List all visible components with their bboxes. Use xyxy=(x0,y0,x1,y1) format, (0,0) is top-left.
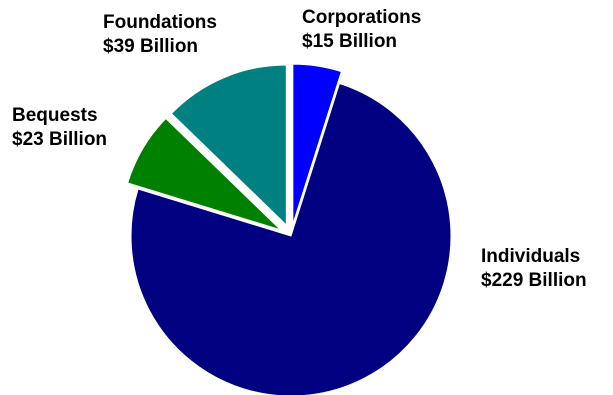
pie-slices xyxy=(127,63,452,395)
slice-value-foundations: $39 Billion xyxy=(103,36,199,57)
data-label-individuals: Individuals $229 Billion xyxy=(481,245,587,293)
slice-name-foundations: Foundations xyxy=(103,12,217,33)
pie-slice-individuals xyxy=(130,83,452,395)
slice-name-bequests: Bequests xyxy=(12,105,98,126)
pie-slice-corporations xyxy=(292,63,342,225)
pie-slice-bequests xyxy=(127,118,282,231)
data-label-corporations: Corporations $15 Billion xyxy=(302,6,421,54)
slice-value-bequests: $23 Billion xyxy=(12,129,108,150)
slice-value-corporations: $15 Billion xyxy=(302,31,398,52)
data-label-foundations: Foundations $39 Billion xyxy=(103,11,217,59)
pie-slice-foundations xyxy=(170,64,287,226)
slice-name-corporations: Corporations xyxy=(302,7,422,28)
slice-value-individuals: $229 Billion xyxy=(481,270,587,291)
slice-name-individuals: Individuals xyxy=(481,246,581,267)
data-label-bequests: Bequests $23 Billion xyxy=(12,104,107,152)
